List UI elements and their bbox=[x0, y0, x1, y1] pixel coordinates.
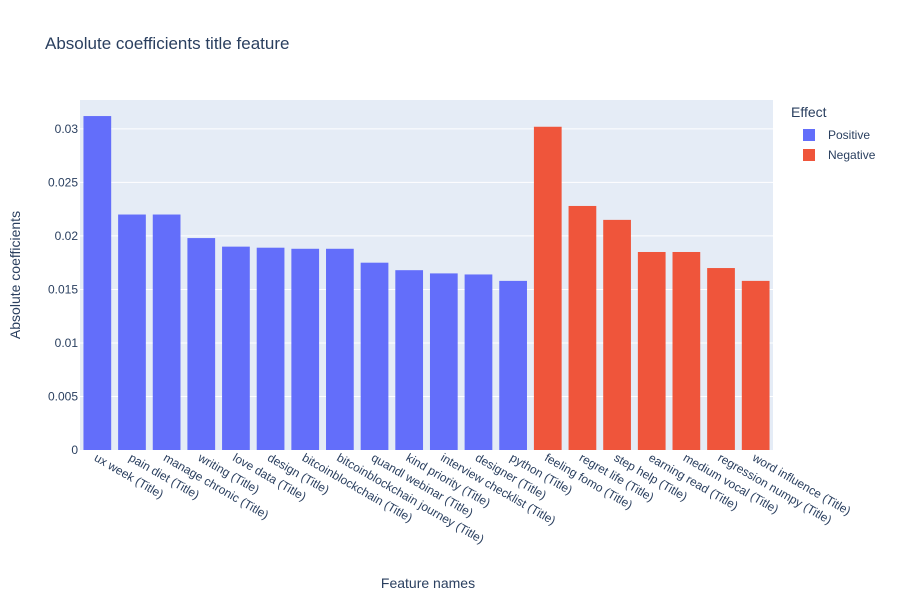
bar-negative[interactable] bbox=[533, 126, 562, 450]
legend-label-positive: Positive bbox=[828, 128, 871, 142]
legend-title: Effect bbox=[791, 104, 827, 120]
bar-positive[interactable] bbox=[222, 246, 250, 450]
y-tick-label: 0.02 bbox=[55, 229, 79, 243]
y-axis-title: Absolute coefficients bbox=[7, 211, 23, 339]
bar-positive[interactable] bbox=[395, 270, 424, 450]
bar-positive[interactable] bbox=[326, 248, 354, 450]
legend-swatch-negative bbox=[803, 149, 815, 161]
bar-positive[interactable] bbox=[360, 262, 389, 450]
legend-label-negative: Negative bbox=[828, 148, 876, 162]
bar-positive[interactable] bbox=[499, 280, 527, 450]
bar-positive[interactable] bbox=[256, 247, 285, 450]
legend: Effect Positive Negative bbox=[791, 104, 875, 165]
bar-positive[interactable] bbox=[291, 248, 320, 450]
y-tick-label: 0.005 bbox=[48, 389, 78, 403]
bar-positive[interactable] bbox=[152, 214, 181, 450]
bar-positive[interactable] bbox=[118, 214, 146, 450]
bar-positive[interactable] bbox=[187, 238, 216, 450]
bar-positive[interactable] bbox=[429, 273, 458, 450]
chart-title: Absolute coefficients title feature bbox=[45, 34, 290, 53]
x-axis-title: Feature names bbox=[381, 575, 475, 591]
bar-negative[interactable] bbox=[672, 251, 701, 450]
legend-item-negative[interactable]: Negative bbox=[791, 145, 875, 165]
y-tick-label: 0.015 bbox=[48, 282, 78, 296]
bar-negative[interactable] bbox=[741, 280, 770, 450]
plot-background bbox=[80, 100, 773, 450]
bar-positive[interactable] bbox=[83, 116, 112, 450]
bar-negative[interactable] bbox=[637, 251, 666, 450]
y-tick-label: 0.03 bbox=[55, 122, 79, 136]
bar-negative[interactable] bbox=[707, 268, 735, 450]
bar-positive[interactable] bbox=[464, 274, 493, 450]
legend-item-positive[interactable]: Positive bbox=[791, 125, 875, 145]
y-tick-label: 0 bbox=[71, 443, 78, 457]
legend-swatch-positive bbox=[803, 129, 815, 141]
bar-negative[interactable] bbox=[568, 205, 597, 450]
y-tick-label: 0.025 bbox=[48, 175, 78, 189]
y-tick-label: 0.01 bbox=[55, 336, 79, 350]
bar-negative[interactable] bbox=[603, 219, 631, 450]
